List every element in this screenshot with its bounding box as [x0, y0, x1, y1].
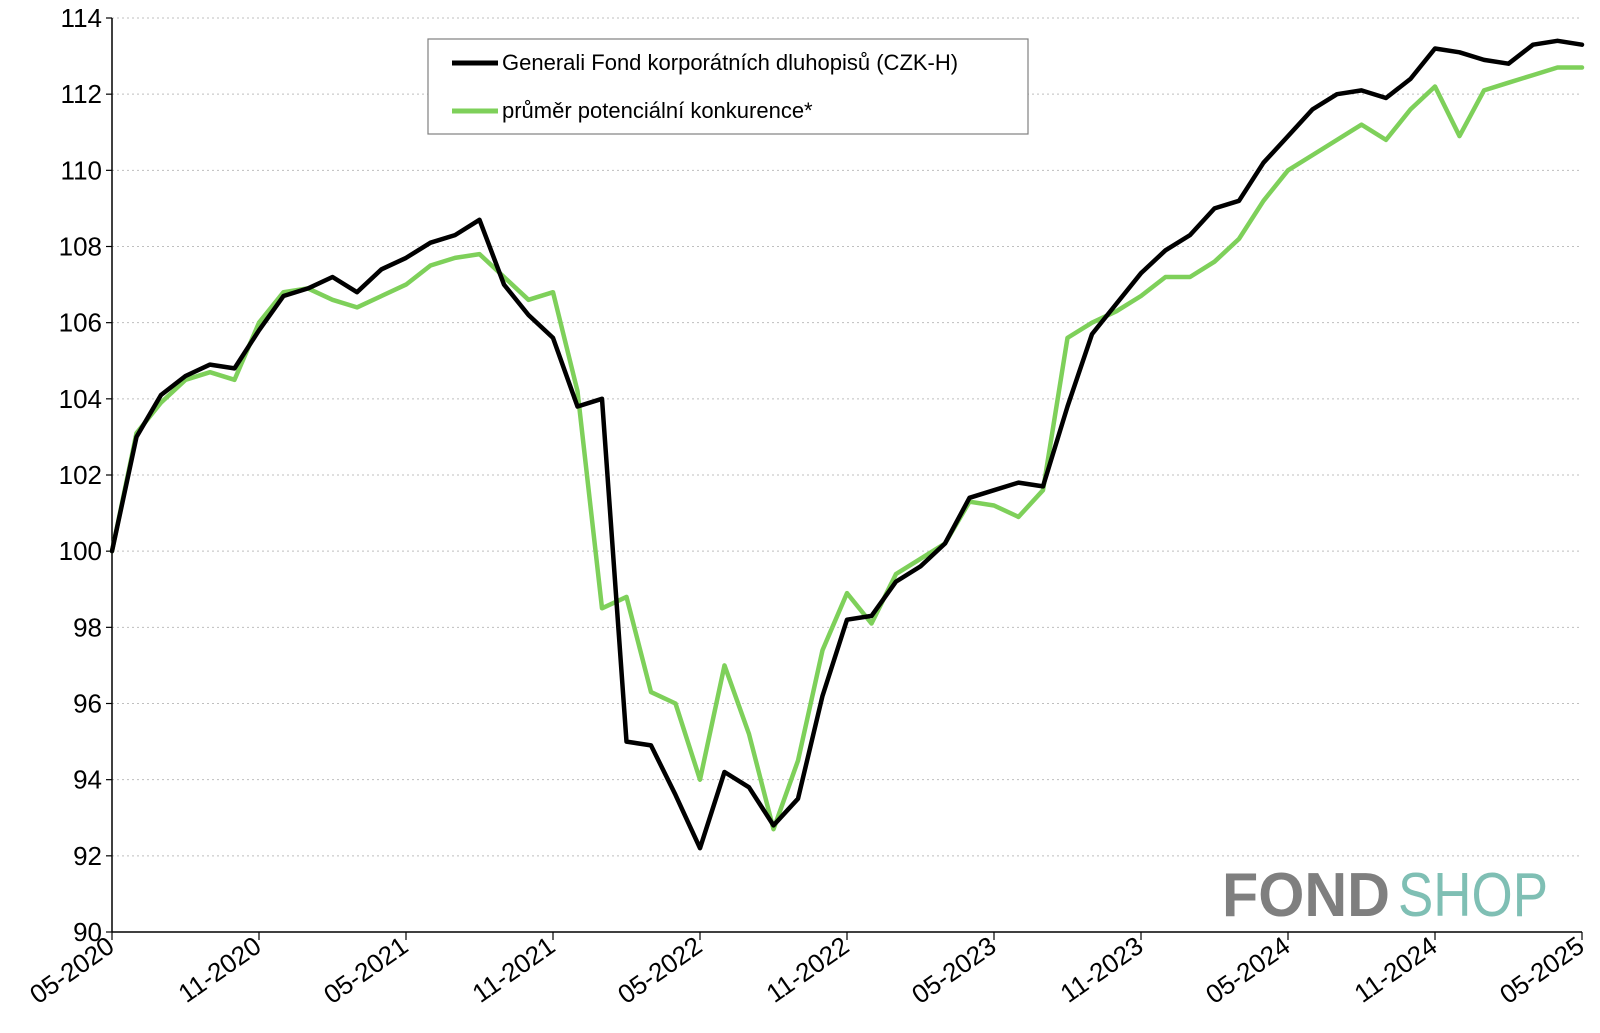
logo-text-shop: SHOP: [1398, 861, 1548, 930]
y-tick-label: 106: [59, 308, 102, 338]
y-tick-label: 110: [61, 155, 102, 185]
x-tick-label: 05-2021: [318, 930, 413, 1009]
y-tick-label: 114: [61, 3, 102, 33]
x-tick-label: 05-2025: [1494, 930, 1589, 1009]
x-tick-label: 11-2021: [467, 930, 561, 1008]
series-lines: [109, 38, 1585, 851]
x-tick-label: 11-2023: [1055, 930, 1149, 1008]
grid-lines: [112, 17, 1582, 857]
y-tick-label: 98: [73, 612, 102, 642]
legend-label-series-2: průměr potenciální konkurence*: [502, 98, 813, 123]
legend: Generali Fond korporátních dluhopisů (CZ…: [427, 38, 1029, 135]
x-tick-label: 11-2022: [761, 930, 855, 1008]
y-tick-label: 94: [73, 765, 102, 795]
y-tick-label: 104: [59, 384, 102, 414]
x-axis-tick-labels: 05-2020 11-2020 05-2021 11-2021 05-2022 11-20…: [24, 930, 1589, 1009]
x-tick-label: 05-2023: [906, 930, 1001, 1009]
y-tick-label: 112: [61, 79, 102, 109]
legend-label-series-1: Generali Fond korporátních dluhopisů (CZ…: [502, 50, 958, 75]
series-line-2: [109, 65, 1585, 832]
y-tick-label: 100: [59, 536, 102, 566]
x-tick-label: 11-2024: [1349, 930, 1443, 1008]
series-line-1: [109, 38, 1585, 851]
x-tick-label: 05-2022: [612, 930, 707, 1009]
legend-box: [427, 38, 1029, 135]
x-tick-label: 11-2020: [173, 930, 267, 1008]
y-tick-label: 102: [59, 460, 102, 490]
axes: [111, 18, 1582, 933]
y-axis-tick-labels: 90 92 94 96 98 100 102 104 106 108 110 112 114: [59, 3, 112, 947]
x-tick-label: 05-2020: [24, 930, 119, 1009]
y-tick-label: 108: [59, 232, 102, 262]
y-tick-label: 92: [73, 841, 102, 871]
y-tick-label: 90: [73, 917, 102, 947]
fondshop-logo: FOND SHOP: [1222, 861, 1548, 930]
x-tick-label: 05-2024: [1200, 930, 1295, 1009]
y-tick-label: 96: [73, 689, 102, 719]
logo-text-fond: FOND: [1222, 861, 1390, 930]
